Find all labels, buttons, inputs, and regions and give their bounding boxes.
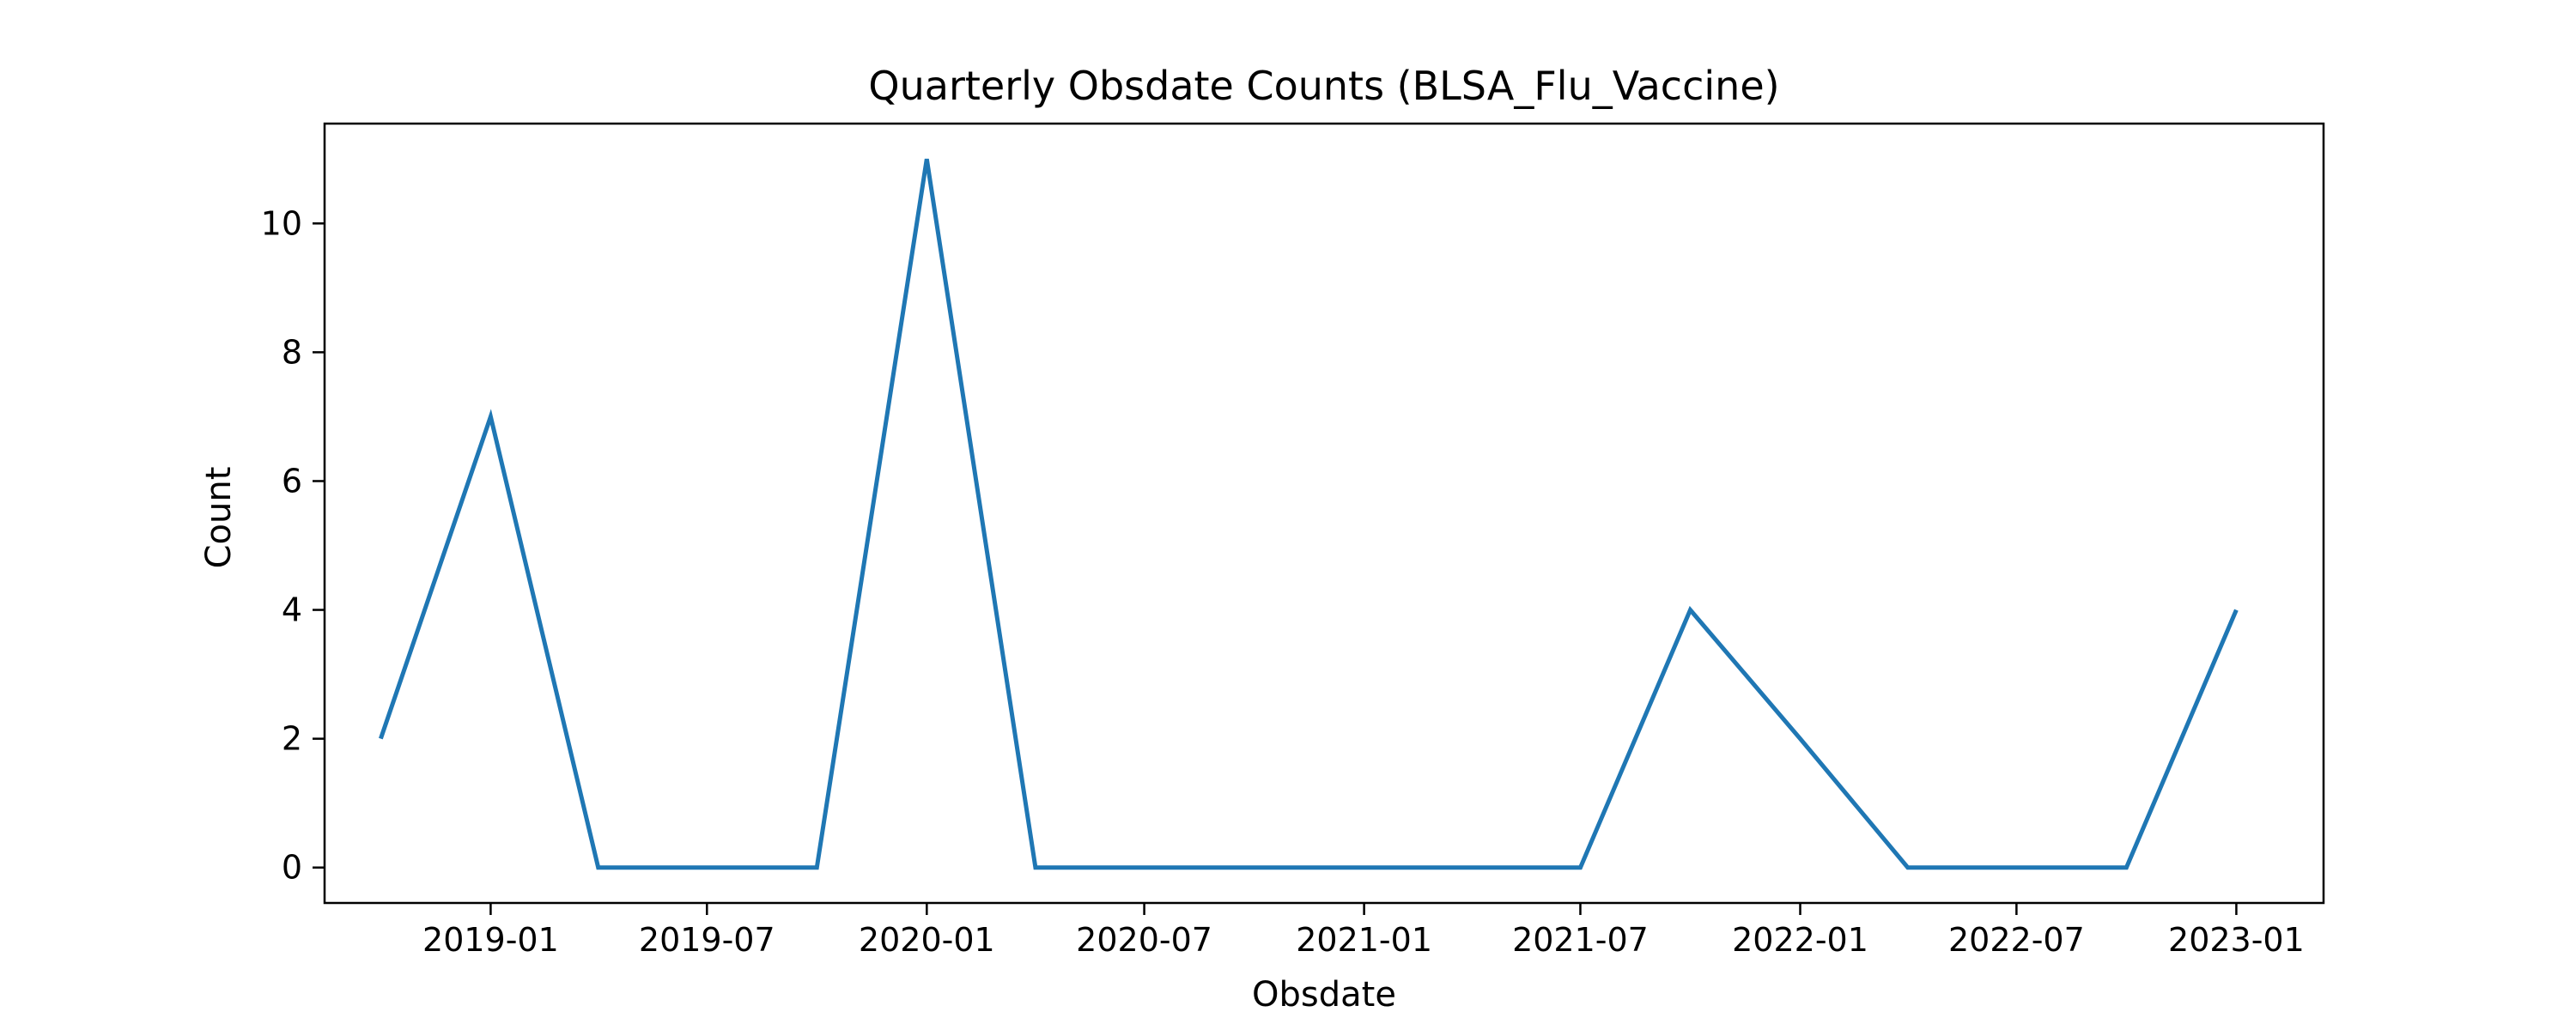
y-tick-label: 10	[261, 204, 302, 242]
y-tick-label: 8	[282, 333, 302, 371]
x-tick-label: 2020-01	[859, 921, 995, 959]
x-tick-label: 2020-07	[1076, 921, 1212, 959]
x-axis-label: Obsdate	[1252, 975, 1396, 1015]
x-tick-label: 2021-01	[1296, 921, 1432, 959]
x-tick-label: 2022-01	[1732, 921, 1868, 959]
plot-area: 2019-01 2019-07 2020-01 2020-07 2021-01 2021-…	[261, 122, 2325, 959]
y-tick-label: 2	[282, 720, 302, 758]
x-tick-label: 2021-07	[1512, 921, 1649, 959]
x-tick-label: 2019-07	[639, 921, 775, 959]
y-tick-label: 0	[282, 849, 302, 887]
x-tick-label: 2019-01	[422, 921, 559, 959]
y-axis-label: Count	[199, 467, 239, 569]
y-tick-label: 6	[282, 462, 302, 500]
y-tick-label: 4	[282, 591, 302, 629]
plot-frame	[323, 122, 2325, 905]
chart-title: Quarterly Obsdate Counts (BLSA_Flu_Vacci…	[868, 63, 1779, 109]
x-tick-label: 2022-07	[1948, 921, 2085, 959]
series-line-0	[379, 158, 2239, 870]
x-tick-label: 2023-01	[2168, 921, 2305, 959]
